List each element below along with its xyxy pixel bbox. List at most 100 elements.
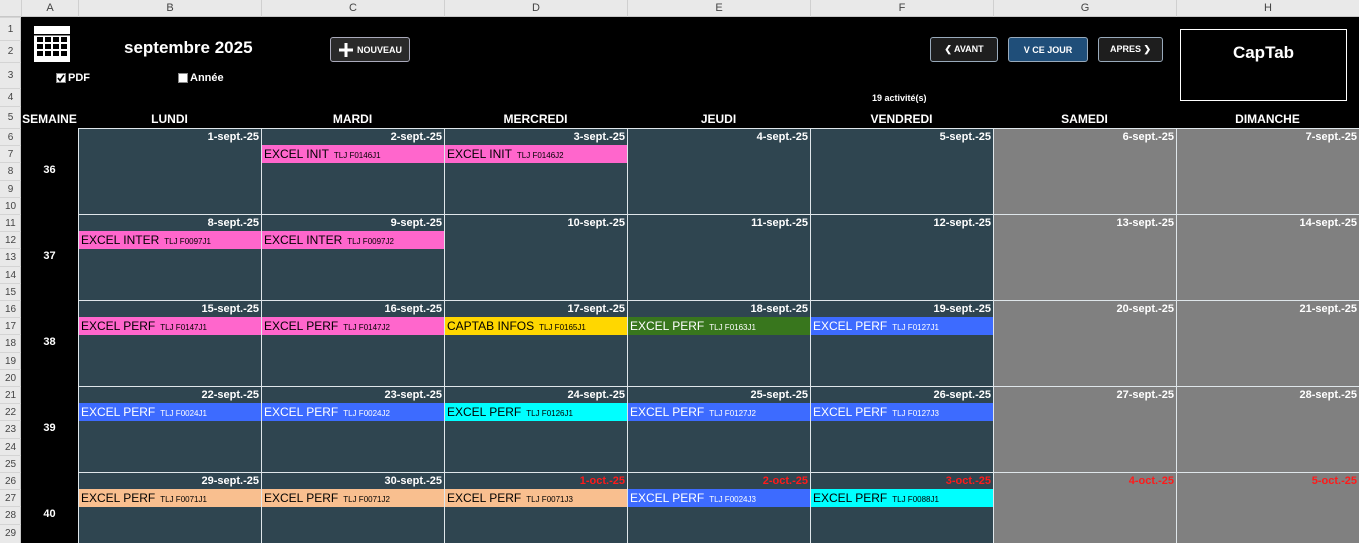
row-number: 6 xyxy=(0,128,21,145)
day-cell[interactable]: 3-oct.-25 EXCEL PERF TLJ F0088J1 xyxy=(810,472,993,543)
event[interactable]: EXCEL PERF TLJ F0163J1 xyxy=(628,317,810,335)
row-number: 28 xyxy=(0,506,21,523)
day-cell[interactable]: 17-sept.-25 CAPTAB INFOS TLJ F0165J1 xyxy=(444,300,627,386)
event[interactable]: EXCEL PERF TLJ F0127J2 xyxy=(628,403,810,421)
day-date: 2-oct.-25 xyxy=(762,475,808,487)
event[interactable]: EXCEL PERF TLJ F0071J2 xyxy=(262,489,444,507)
checkbox[interactable] xyxy=(56,73,66,83)
day-date: 18-sept.-25 xyxy=(750,303,808,315)
event[interactable]: EXCEL INIT TLJ F0146J2 xyxy=(445,145,627,163)
event-title: EXCEL PERF xyxy=(447,405,522,419)
event[interactable]: CAPTAB INFOS TLJ F0165J1 xyxy=(445,317,627,335)
event[interactable]: EXCEL INIT TLJ F0146J1 xyxy=(262,145,444,163)
day-cell[interactable]: 6-sept.-25 xyxy=(993,128,1176,214)
day-cell[interactable]: 23-sept.-25 EXCEL PERF TLJ F0024J2 xyxy=(261,386,444,472)
week-number: 40 xyxy=(43,508,56,520)
event-code: TLJ F0163J1 xyxy=(709,323,756,332)
day-header: LUNDI xyxy=(151,112,188,126)
day-cell[interactable]: 24-sept.-25 EXCEL PERF TLJ F0126J1 xyxy=(444,386,627,472)
day-cell[interactable]: 27-sept.-25 xyxy=(993,386,1176,472)
event[interactable]: EXCEL PERF TLJ F0127J1 xyxy=(811,317,993,335)
row-number: 27 xyxy=(0,489,21,506)
event-code: TLJ F0127J3 xyxy=(892,409,939,418)
row-number: 14 xyxy=(0,265,21,283)
event[interactable]: EXCEL PERF TLJ F0024J1 xyxy=(79,403,261,421)
event-title: EXCEL PERF xyxy=(264,319,339,333)
row-number: 2 xyxy=(0,40,21,62)
day-cell[interactable]: 1-oct.-25 EXCEL PERF TLJ F0071J3 xyxy=(444,472,627,543)
day-cell[interactable]: 13-sept.-25 xyxy=(993,214,1176,300)
day-cell[interactable]: 7-sept.-25 xyxy=(1176,128,1359,214)
day-cell[interactable]: 30-sept.-25 EXCEL PERF TLJ F0071J2 xyxy=(261,472,444,543)
day-date: 2-sept.-25 xyxy=(390,131,442,143)
day-cell[interactable]: 4-oct.-25 xyxy=(993,472,1176,543)
row-number: 21 xyxy=(0,386,21,403)
day-cell[interactable]: 12-sept.-25 xyxy=(810,214,993,300)
day-cell[interactable]: 1-sept.-25 xyxy=(78,128,261,214)
button-label: NOUVEAU xyxy=(356,44,402,55)
day-cell[interactable]: 20-sept.-25 xyxy=(993,300,1176,386)
day-cell[interactable]: 9-sept.-25 EXCEL INTER TLJ F0097J2 xyxy=(261,214,444,300)
day-cell[interactable]: 4-sept.-25 xyxy=(627,128,810,214)
day-cell[interactable]: 16-sept.-25 EXCEL PERF TLJ F0147J2 xyxy=(261,300,444,386)
event[interactable]: EXCEL INTER TLJ F0097J1 xyxy=(79,231,261,249)
day-header: JEUDI xyxy=(700,112,737,126)
event-code: TLJ F0024J2 xyxy=(343,409,390,418)
event[interactable]: EXCEL PERF TLJ F0147J2 xyxy=(262,317,444,335)
event-code: TLJ F0127J2 xyxy=(709,409,756,418)
day-date: 9-sept.-25 xyxy=(390,217,442,229)
event-title: EXCEL PERF xyxy=(81,319,156,333)
event[interactable]: EXCEL PERF TLJ F0071J3 xyxy=(445,489,627,507)
row-number: 15 xyxy=(0,282,21,300)
event[interactable]: EXCEL PERF TLJ F0024J3 xyxy=(628,489,810,507)
day-cell[interactable]: 21-sept.-25 xyxy=(1176,300,1359,386)
day-cell[interactable]: 19-sept.-25 EXCEL PERF TLJ F0127J1 xyxy=(810,300,993,386)
event-title: EXCEL INIT xyxy=(447,147,512,161)
event[interactable]: EXCEL PERF TLJ F0024J2 xyxy=(262,403,444,421)
row-number: 8 xyxy=(0,162,21,179)
day-cell[interactable]: 2-sept.-25 EXCEL INIT TLJ F0146J1 xyxy=(261,128,444,214)
day-date: 25-sept.-25 xyxy=(750,389,808,401)
day-cell[interactable]: 5-oct.-25 xyxy=(1176,472,1359,543)
row-number: 19 xyxy=(0,351,21,369)
column-header: D xyxy=(444,0,627,17)
checkbox[interactable] xyxy=(178,73,188,83)
event-code: TLJ F0071J3 xyxy=(526,495,573,504)
day-cell[interactable]: 28-sept.-25 xyxy=(1176,386,1359,472)
day-cell[interactable]: 14-sept.-25 xyxy=(1176,214,1359,300)
row-number: 26 xyxy=(0,472,21,489)
day-date: 1-oct.-25 xyxy=(579,475,625,487)
event[interactable]: EXCEL PERF TLJ F0071J1 xyxy=(79,489,261,507)
event-code: TLJ F0146J2 xyxy=(516,151,564,160)
day-cell[interactable]: 8-sept.-25 EXCEL INTER TLJ F0097J1 xyxy=(78,214,261,300)
day-cell[interactable]: 2-oct.-25 EXCEL PERF TLJ F0024J3 xyxy=(627,472,810,543)
day-date: 29-sept.-25 xyxy=(201,475,259,487)
event[interactable]: EXCEL PERF TLJ F0147J1 xyxy=(79,317,261,335)
week-number: 37 xyxy=(43,250,56,262)
column-header: B xyxy=(78,0,261,17)
event[interactable]: EXCEL PERF TLJ F0127J3 xyxy=(811,403,993,421)
nav-button[interactable]: V CE JOUR xyxy=(1008,37,1088,62)
day-cell[interactable]: 22-sept.-25 EXCEL PERF TLJ F0024J1 xyxy=(78,386,261,472)
day-cell[interactable]: 29-sept.-25 EXCEL PERF TLJ F0071J1 xyxy=(78,472,261,543)
row-number: 25 xyxy=(0,454,21,472)
day-cell[interactable]: 10-sept.-25 xyxy=(444,214,627,300)
day-cell[interactable]: 18-sept.-25 EXCEL PERF TLJ F0163J1 xyxy=(627,300,810,386)
event[interactable]: EXCEL INTER TLJ F0097J2 xyxy=(262,231,444,249)
nav-button[interactable]: ❮ AVANT xyxy=(930,37,998,62)
event-code: TLJ F0024J3 xyxy=(709,495,756,504)
event[interactable]: EXCEL PERF TLJ F0088J1 xyxy=(811,489,993,507)
new-button[interactable]: NOUVEAU xyxy=(330,37,410,62)
event-code: TLJ F0071J1 xyxy=(160,495,207,504)
day-cell[interactable]: 15-sept.-25 EXCEL PERF TLJ F0147J1 xyxy=(78,300,261,386)
day-cell[interactable]: 5-sept.-25 xyxy=(810,128,993,214)
nav-button[interactable]: APRES ❯ xyxy=(1098,37,1163,62)
day-date: 28-sept.-25 xyxy=(1299,389,1357,401)
day-cell[interactable]: 3-sept.-25 EXCEL INIT TLJ F0146J2 xyxy=(444,128,627,214)
day-cell[interactable]: 25-sept.-25 EXCEL PERF TLJ F0127J2 xyxy=(627,386,810,472)
day-header: MARDI xyxy=(332,112,373,126)
event[interactable]: EXCEL PERF TLJ F0126J1 xyxy=(445,403,627,421)
day-cell[interactable]: 26-sept.-25 EXCEL PERF TLJ F0127J3 xyxy=(810,386,993,472)
day-cell[interactable]: 11-sept.-25 xyxy=(627,214,810,300)
